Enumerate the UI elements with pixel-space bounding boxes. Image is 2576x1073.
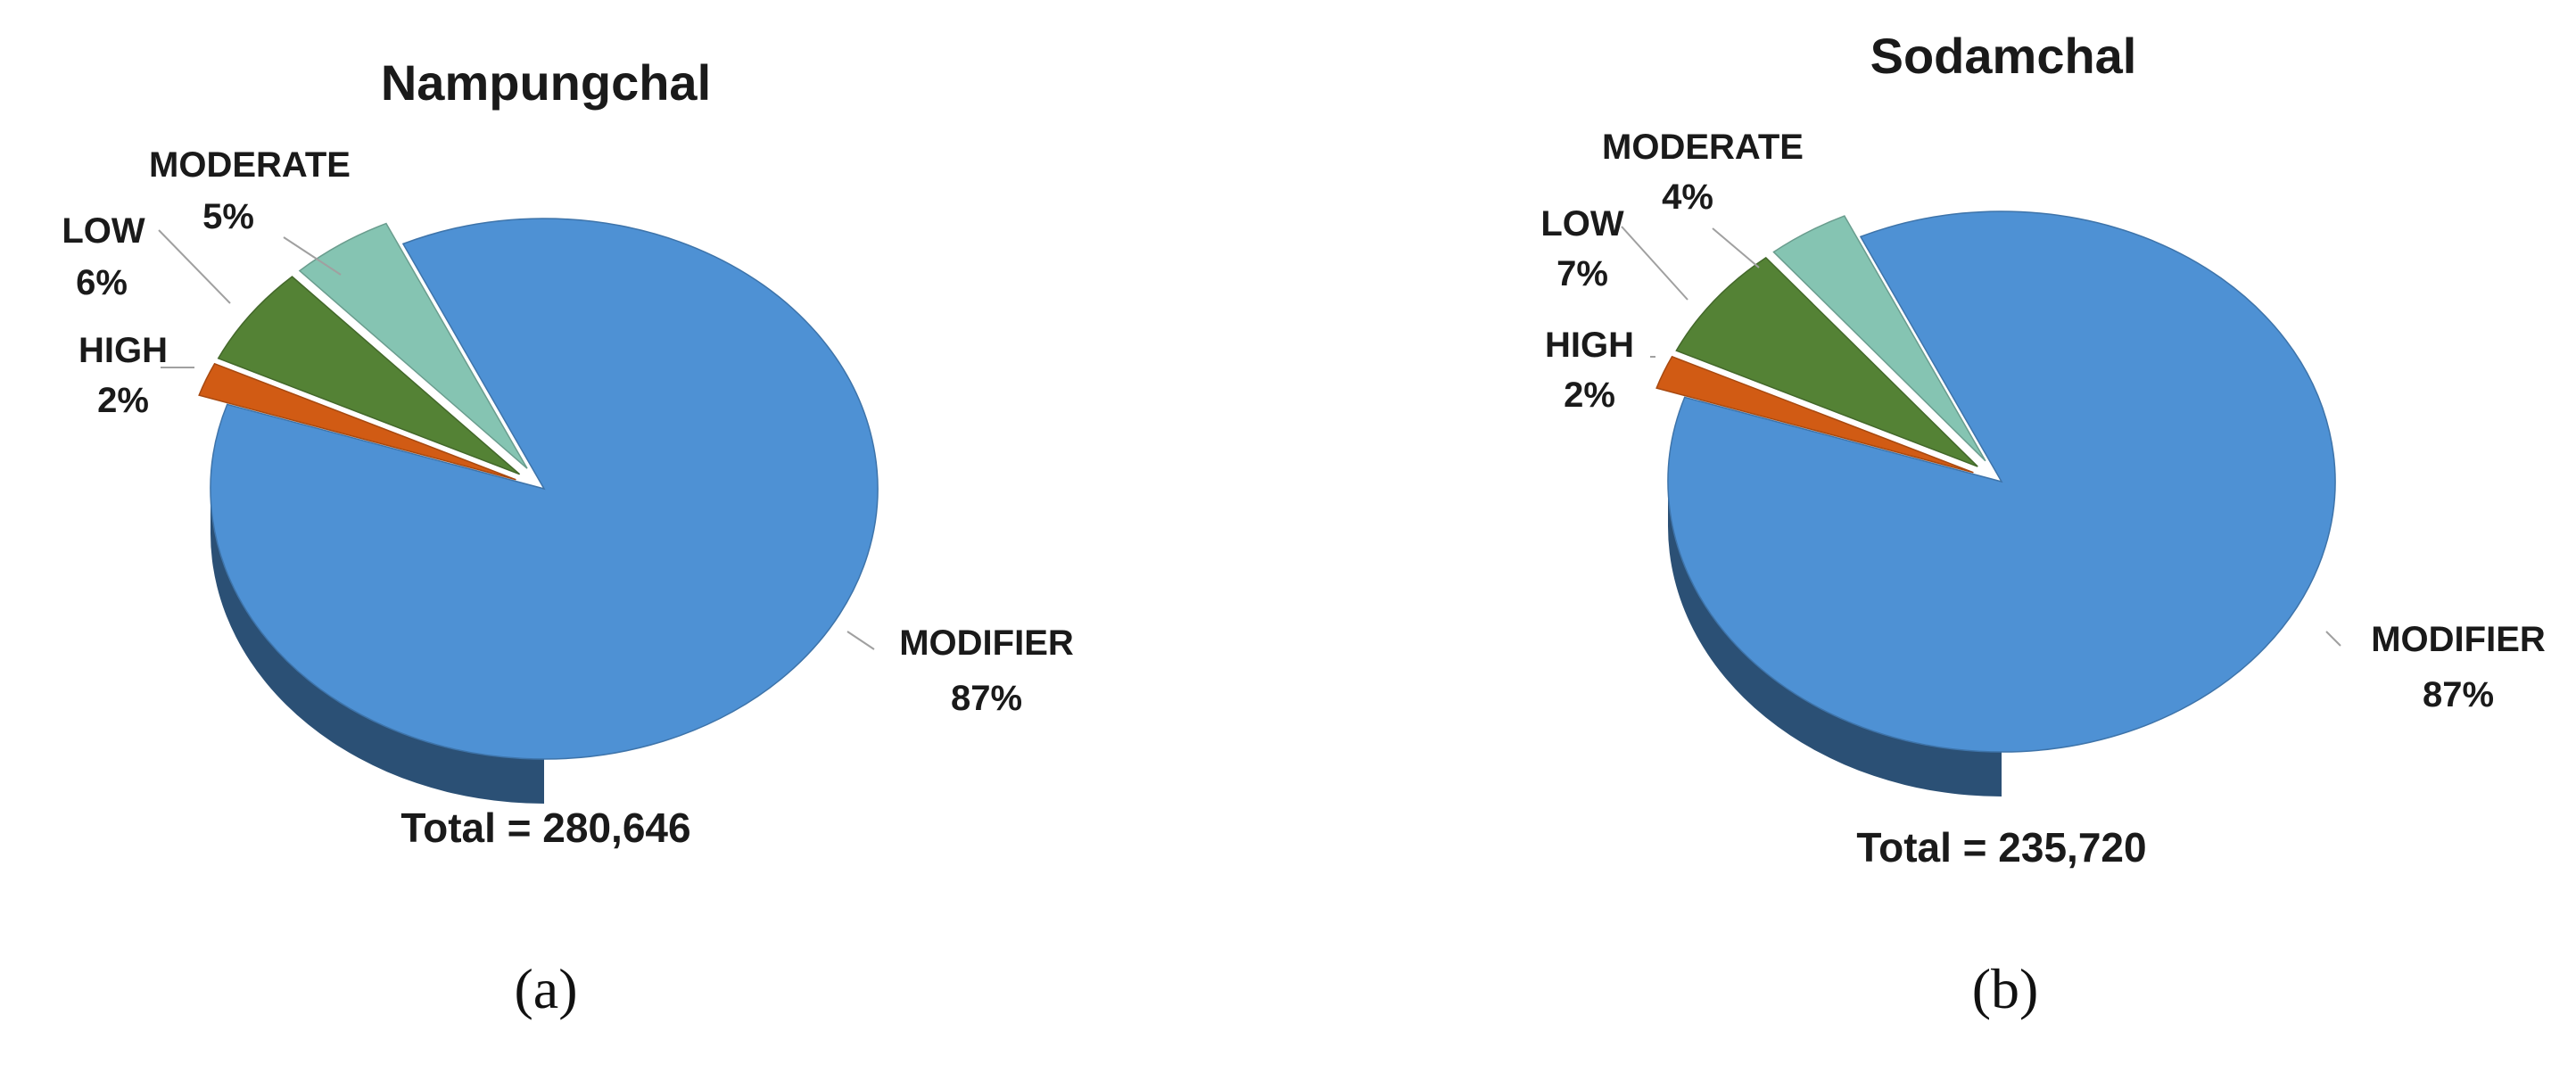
slice-label-high: HIGH — [78, 331, 168, 370]
chart-title: Nampungchal — [381, 54, 711, 111]
slice-label-high: HIGH — [1545, 326, 1634, 365]
label-leaders — [158, 229, 875, 650]
slice-percent-moderate: 4% — [1662, 177, 1713, 217]
slice-percent-low: 7% — [1556, 254, 1608, 293]
chart-title: Sodamchal — [1870, 28, 2137, 84]
leader-line-modifier — [846, 631, 875, 650]
slice-label-modifier: MODIFIER — [2371, 620, 2546, 659]
slice-percent-high: 2% — [1564, 376, 1615, 415]
label-leaders — [1621, 226, 2341, 647]
pie-slices — [198, 218, 879, 804]
pie-slices — [1655, 210, 2336, 796]
slice-high — [1655, 355, 1974, 474]
slice-label-moderate: MODERATE — [1602, 128, 1804, 167]
leader-line-modifier — [2325, 631, 2341, 647]
leader-line-moderate — [283, 236, 342, 276]
total-label: Total = 235,720 — [1856, 824, 2146, 871]
pie-chart-sodamchal: Sodamchal MODERATE 4% LOW 7% HIGH 2% MOD… — [1540, 28, 2546, 1020]
slice-moderate — [1772, 215, 1986, 462]
slice-percent-modifier: 87% — [2423, 675, 2494, 714]
leader-line-low — [158, 229, 231, 304]
slice-percent-moderate: 5% — [202, 197, 254, 236]
slice-label-moderate: MODERATE — [149, 145, 351, 185]
slice-moderate — [298, 222, 528, 469]
leader-line-moderate — [1712, 227, 1760, 268]
pie-chart-nampungchal: Nampungchal MODERATE 5% LOW 6% HIGH 2% M… — [62, 54, 1074, 1020]
panel-label: (a) — [514, 957, 577, 1020]
panel-a: Nampungchal MODERATE 5% LOW 6% HIGH 2% M… — [0, 0, 1288, 1069]
slice-percent-modifier: 87% — [951, 679, 1022, 718]
slice-label-low: LOW — [1540, 204, 1624, 243]
total-label: Total = 280,646 — [400, 805, 690, 851]
slice-low — [1675, 256, 1978, 467]
slice-modifier — [1667, 210, 2336, 753]
slice-high — [198, 362, 516, 481]
slice-side-modifier — [211, 489, 544, 804]
slice-modifier — [210, 218, 879, 760]
panel-label: (b) — [1972, 957, 2039, 1020]
panel-b: Sodamchal MODERATE 4% LOW 7% HIGH 2% MOD… — [1288, 0, 2576, 1069]
slice-percent-low: 6% — [76, 263, 128, 302]
slice-label-low: LOW — [62, 211, 145, 251]
slice-percent-high: 2% — [97, 381, 149, 420]
slice-side-modifier — [1668, 482, 2002, 796]
slice-low — [217, 276, 521, 475]
leader-line-low — [1621, 226, 1688, 301]
slice-label-modifier: MODIFIER — [899, 623, 1074, 663]
